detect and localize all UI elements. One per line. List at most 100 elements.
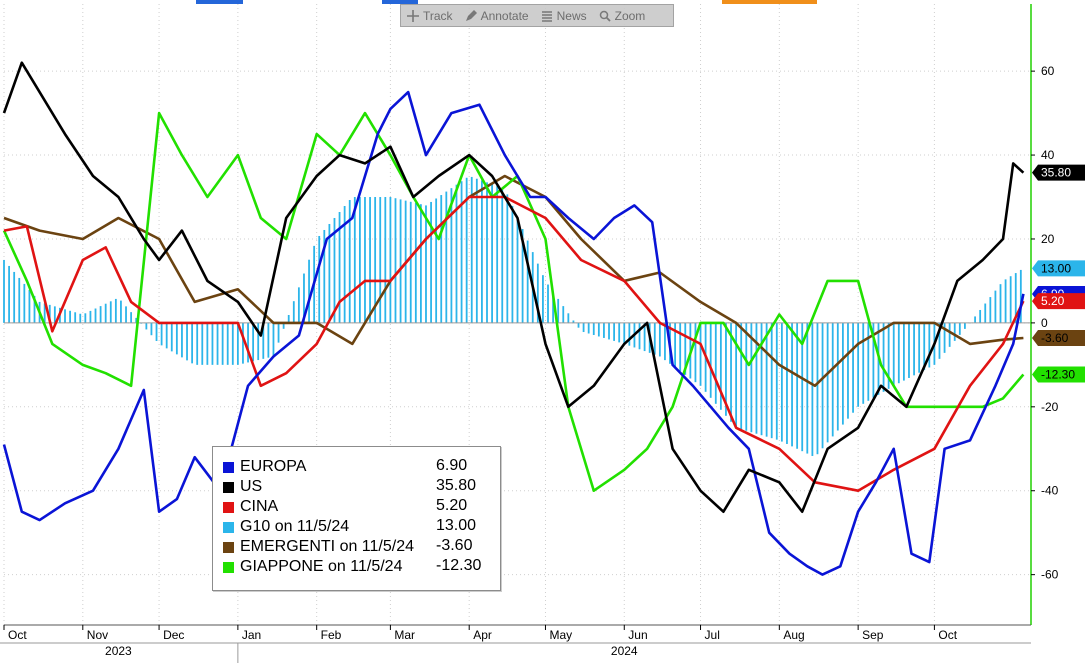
x-tick-label: Aug bbox=[783, 628, 804, 642]
g10-bar bbox=[1019, 269, 1022, 323]
legend-swatch bbox=[223, 461, 234, 473]
g10-bar bbox=[252, 322, 255, 362]
g10-bar bbox=[786, 322, 788, 444]
g10-bar bbox=[272, 322, 275, 357]
g10-bar bbox=[725, 322, 727, 416]
g10-bar bbox=[384, 197, 387, 323]
g10-bar bbox=[938, 322, 941, 359]
g10-bar bbox=[277, 322, 280, 343]
g10-bar bbox=[282, 322, 285, 329]
g10-bar bbox=[84, 313, 87, 323]
g10-bar bbox=[201, 322, 204, 365]
g10-bar bbox=[913, 322, 915, 376]
g10-bar bbox=[806, 322, 809, 454]
g10-bar bbox=[567, 313, 570, 323]
g10-bar bbox=[536, 263, 539, 323]
x-tick-label: Oct bbox=[938, 628, 957, 642]
legend-value-g10: 13.00 bbox=[436, 517, 477, 534]
g10-bar bbox=[526, 240, 529, 323]
legend-swatch bbox=[223, 481, 234, 493]
g10-bar bbox=[994, 290, 997, 323]
g10-bar bbox=[831, 322, 834, 437]
g10-bar bbox=[13, 271, 16, 323]
g10-bar bbox=[216, 322, 219, 365]
g10-bar bbox=[175, 322, 178, 355]
g10-bar bbox=[374, 197, 377, 323]
g10-bar bbox=[465, 177, 468, 323]
g10-bar bbox=[414, 203, 417, 323]
pencil-icon bbox=[465, 9, 477, 21]
g10-bar bbox=[186, 322, 188, 361]
g10-bar bbox=[801, 322, 804, 452]
g10-bar bbox=[191, 322, 194, 364]
g10-bar bbox=[455, 184, 458, 323]
legend-entry-giappone: GIAPPONE on 11/5/24 bbox=[223, 557, 402, 577]
us-line bbox=[2, 61, 1025, 514]
g10-bar bbox=[867, 322, 870, 401]
g10-bar bbox=[948, 322, 951, 347]
g10-bar bbox=[420, 204, 422, 323]
g10-bar bbox=[679, 322, 682, 372]
g10-bar bbox=[964, 322, 966, 329]
chart-legend: EUROPA 6.90 US 35.80 CINA 5.20 G10 on 11… bbox=[212, 446, 501, 591]
x-tick-label: Jun bbox=[628, 628, 647, 642]
g10-bar bbox=[303, 273, 305, 323]
g10-bar bbox=[984, 303, 987, 323]
g10-bar bbox=[125, 306, 127, 323]
europa-line bbox=[2, 90, 1025, 576]
zoom-button[interactable]: Zoom bbox=[593, 5, 652, 26]
zoom-label: Zoom bbox=[614, 8, 646, 23]
track-button[interactable]: Track bbox=[401, 5, 459, 26]
g10-bar bbox=[664, 322, 666, 361]
legend-value-europa: 6.90 bbox=[436, 457, 468, 474]
g10-bar bbox=[18, 277, 21, 323]
strip-blue bbox=[196, 0, 243, 4]
g10-bar bbox=[267, 322, 270, 358]
y-tick-label: -40 bbox=[1041, 484, 1059, 498]
g10-bar bbox=[811, 322, 814, 456]
g10-bar bbox=[592, 322, 595, 335]
g10-bar bbox=[435, 198, 438, 323]
g10-bar bbox=[953, 322, 956, 341]
magnifier-icon bbox=[599, 10, 611, 22]
x-tick-label: Sep bbox=[862, 628, 884, 642]
g10-bar bbox=[745, 322, 748, 431]
g10-bar bbox=[53, 306, 56, 323]
g10-bar bbox=[608, 322, 610, 340]
g10-bar bbox=[369, 197, 371, 323]
g10-bar bbox=[3, 259, 5, 323]
g10-bar bbox=[979, 309, 982, 323]
g10-bar bbox=[908, 322, 910, 378]
g10-bar bbox=[353, 197, 356, 323]
x-tick-label: Oct bbox=[8, 628, 27, 642]
value-tag bbox=[1032, 293, 1085, 310]
value-tag-label: -3.60 bbox=[1041, 331, 1069, 345]
annotate-button[interactable]: Annotate bbox=[459, 5, 535, 26]
value-tag bbox=[1032, 366, 1085, 383]
news-icon bbox=[541, 10, 552, 22]
legend-swatch bbox=[223, 521, 234, 533]
x-tick-label: Mar bbox=[394, 628, 415, 642]
g10-bar bbox=[33, 295, 36, 323]
g10-bar bbox=[430, 201, 432, 323]
g10-bar bbox=[114, 298, 117, 323]
g10-bar bbox=[292, 301, 295, 323]
g10-bar bbox=[714, 322, 717, 404]
news-button[interactable]: News bbox=[535, 5, 593, 26]
x-tick-label: Jan bbox=[242, 628, 261, 642]
g10-bar bbox=[699, 322, 702, 386]
x-tick-label: Jul bbox=[705, 628, 720, 642]
g10-bar bbox=[552, 291, 554, 323]
g10-bar bbox=[323, 229, 326, 323]
g10-bar bbox=[196, 322, 199, 365]
g10-bar bbox=[821, 322, 824, 449]
g10-bar bbox=[43, 303, 46, 323]
chart-toolbar: Track Annotate News Zoom bbox=[400, 4, 674, 27]
g10-bar bbox=[89, 310, 92, 323]
g10-bar bbox=[719, 322, 722, 410]
legend-label: CINA bbox=[240, 498, 279, 515]
strip-orange bbox=[722, 0, 817, 4]
g10-bar bbox=[750, 322, 753, 433]
g10-bar bbox=[28, 289, 31, 323]
